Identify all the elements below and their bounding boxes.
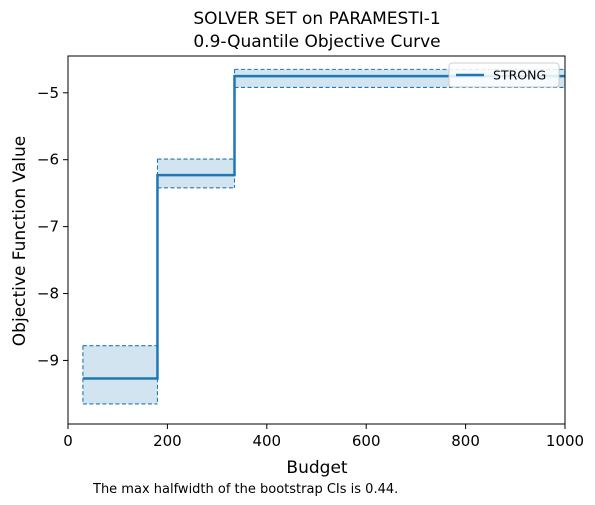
x-tick-label-200: 200: [153, 432, 182, 450]
x-axis-ticks: 0 200 400 600 800 1000: [63, 424, 584, 450]
legend: STRONG: [448, 62, 560, 88]
x-tick-label-400: 400: [252, 432, 281, 450]
x-tick-label-0: 0: [63, 432, 73, 450]
y-tick-label-1: −8: [37, 285, 59, 303]
chart-title-line-1: SOLVER SET on PARAMESTI-1: [193, 9, 440, 29]
series-line-strong: [82, 74, 565, 380]
series-line-layer: [82, 74, 565, 380]
confidence-band-layer: [82, 68, 565, 405]
legend-box: [448, 62, 560, 88]
y-tick-label-2: −7: [37, 218, 59, 236]
y-tick-label-3: −6: [37, 151, 59, 169]
axes: [67, 55, 566, 425]
x-tick-label-800: 800: [451, 432, 480, 450]
ci-halfwidth-note: The max halfwidth of the bootstrap CIs i…: [92, 482, 398, 497]
legend-label-strong: STRONG: [493, 68, 546, 83]
ci-band-1: [157, 159, 235, 188]
y-axis-label: Objective Function Value: [10, 136, 30, 346]
x-tick-label-1000: 1000: [546, 432, 584, 450]
ci-band-0: [82, 345, 158, 404]
chart-title-line-2: 0.9-Quantile Objective Curve: [193, 32, 440, 52]
plot-frame: [67, 55, 566, 425]
x-tick-label-600: 600: [352, 432, 381, 450]
y-axis-ticks: −9 −8 −7 −6 −5: [37, 84, 68, 369]
y-tick-label-4: −5: [37, 84, 59, 102]
y-tick-label-0: −9: [37, 351, 59, 369]
x-axis-label: Budget: [286, 458, 347, 478]
